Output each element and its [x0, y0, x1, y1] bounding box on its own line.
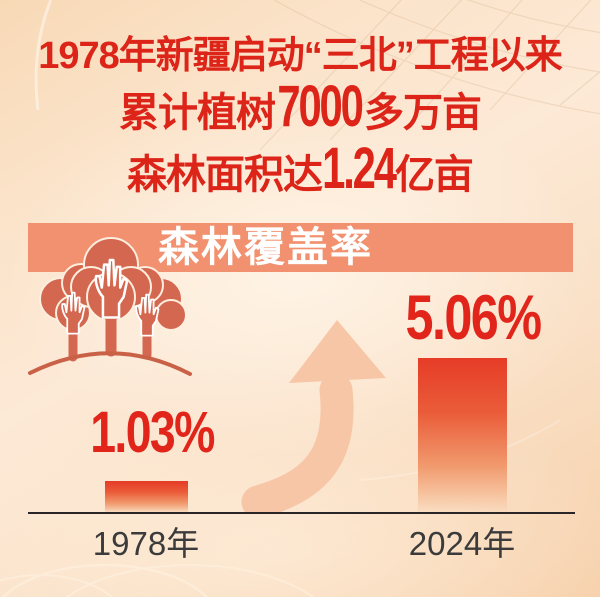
category-label-1978: 1978年 [92, 525, 200, 562]
headline-line3-number: 1.24 [322, 136, 397, 201]
value-label-2024: 5.06% [405, 283, 543, 353]
headline-line2-prefix: 累计植树 [118, 91, 276, 135]
growth-arrow-icon [241, 320, 386, 512]
category-label-2024: 2024年 [408, 525, 516, 562]
bar-2024 [418, 358, 507, 513]
headline-line2-number: 7000 [277, 74, 363, 139]
headline-line3-suffix: 亿亩 [394, 153, 474, 197]
headline: 1978年新疆启动“三北”工程以来 累计植树7000多万亩 森林面积达1.24亿… [0, 33, 600, 203]
headline-line3-prefix: 森林面积达 [127, 153, 323, 197]
headline-line1: 1978年新疆启动“三北”工程以来 [38, 35, 563, 77]
section-banner-title: 森林覆盖率 [158, 224, 373, 270]
axis-line [28, 512, 575, 514]
bar-1978 [105, 481, 188, 513]
background-circles [0, 563, 315, 597]
hill-arc [28, 351, 192, 376]
headline-line2: 累计植树7000多万亩 [0, 74, 600, 141]
trees-with-hands-icon [28, 237, 192, 376]
value-label-1978: 1.03% [90, 400, 215, 465]
globe-mesh-icon [259, 0, 600, 151]
headline-line2-suffix: 多万亩 [364, 91, 482, 135]
headline-line3: 森林面积达1.24亿亩 [0, 136, 600, 203]
